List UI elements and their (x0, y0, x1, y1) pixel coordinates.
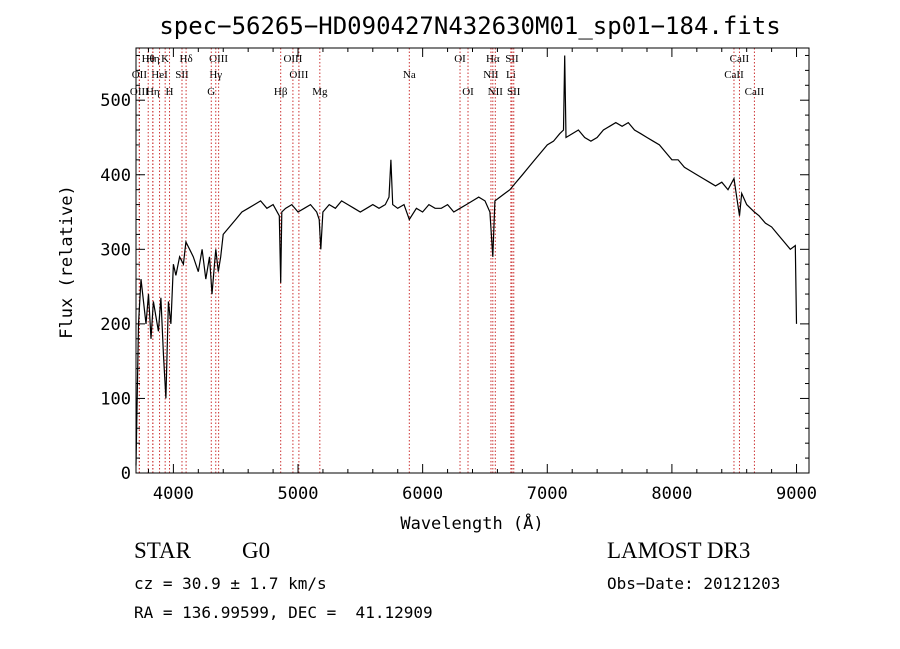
line-label-22: NII (488, 86, 504, 98)
line-label-10: OIII (209, 53, 228, 65)
line-label-28: CaII (745, 86, 765, 98)
spectrum-line (135, 55, 798, 466)
line-label-4: HeI (151, 69, 168, 81)
line-label-14: OIII (283, 53, 302, 65)
object-type: STAR (134, 538, 191, 563)
redshift-cz: cz = 30.9 ± 1.7 km/s (134, 574, 327, 593)
line-label-5: Hη (146, 86, 160, 98)
chart-title: spec−56265−HD090427N432630M01_sp01−184.f… (159, 12, 780, 40)
observation-date: Obs−Date: 20121203 (607, 574, 781, 593)
x-tick-label-2: 6000 (402, 484, 443, 504)
line-label-11: Hγ (209, 69, 222, 81)
line-label-26: CaII (730, 53, 750, 65)
line-label-16: Mg (312, 86, 328, 98)
line-label-17: Na (403, 69, 416, 81)
y-axis-label: Flux (relative) (57, 185, 77, 339)
survey-name: LAMOST DR3 (607, 538, 751, 563)
line-label-15: OIII (289, 69, 308, 81)
y-tick-label-4: 400 (100, 166, 131, 186)
coordinates: RA = 136.99599, DEC = 41.12909 (134, 603, 433, 622)
line-label-23: SII (505, 53, 519, 65)
x-tick-label-5: 9000 (776, 484, 817, 504)
line-label-19: OI (462, 86, 474, 98)
line-label-25: SII (507, 86, 521, 98)
line-label-0: Hθ (142, 53, 155, 65)
y-tick-label-3: 300 (100, 240, 131, 260)
line-label-2: OIII (130, 86, 149, 98)
line-label-13: Hβ (274, 86, 288, 98)
line-label-27: CaII (724, 69, 744, 81)
y-tick-label-1: 100 (100, 389, 131, 409)
y-tick-label-0: 0 (121, 464, 131, 484)
y-tick-label-2: 200 (100, 315, 131, 335)
line-label-20: Hα (486, 53, 500, 65)
y-tick-label-5: 500 (100, 91, 131, 111)
x-tick-label-0: 4000 (153, 484, 194, 504)
line-label-21: NII (483, 69, 499, 81)
x-tick-label-1: 5000 (278, 484, 319, 504)
line-label-7: SII (175, 69, 189, 81)
line-label-8: H (166, 86, 174, 98)
line-label-6: K (161, 53, 169, 65)
x-tick-label-3: 7000 (527, 484, 568, 504)
line-label-12: G (207, 86, 215, 98)
x-tick-label-4: 8000 (651, 484, 692, 504)
x-axis: 4000 5000 6000 7000 8000 9000 (147, 48, 817, 504)
line-label-9: Hδ (180, 53, 193, 65)
y-axis: 0 100 200 300 400 500 (100, 54, 809, 484)
line-label-24: Li (506, 69, 516, 81)
x-axis-label: Wavelength (Å) (400, 512, 543, 534)
line-label-18: OI (454, 53, 466, 65)
subclass: G0 (242, 538, 271, 563)
plot-frame (135, 47, 810, 474)
